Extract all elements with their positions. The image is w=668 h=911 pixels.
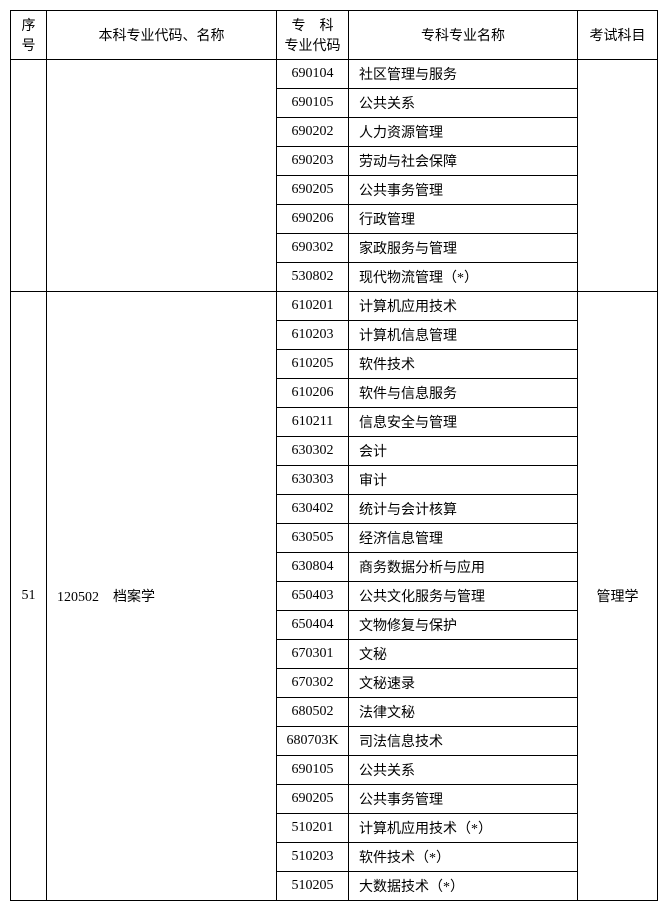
header-code-line1: 专 科 — [292, 19, 334, 34]
cell-code: 610205 — [277, 350, 349, 379]
header-code-line2: 专业代码 — [285, 39, 341, 54]
cell-code: 510203 — [277, 843, 349, 872]
cell-name: 文物修复与保护 — [349, 611, 578, 640]
header-code: 专 科 专业代码 — [277, 11, 349, 60]
cell-code: 610206 — [277, 379, 349, 408]
cell-code: 680502 — [277, 698, 349, 727]
cell-code: 630804 — [277, 553, 349, 582]
cell-code: 630402 — [277, 495, 349, 524]
header-major: 本科专业代码、名称 — [47, 11, 277, 60]
header-name: 专科专业名称 — [349, 11, 578, 60]
cell-major: 120502 档案学 — [47, 292, 277, 901]
cell-name: 家政服务与管理 — [349, 234, 578, 263]
cell-code: 670302 — [277, 669, 349, 698]
cell-code: 690203 — [277, 147, 349, 176]
cell-name: 公共文化服务与管理 — [349, 582, 578, 611]
cell-name: 公共事务管理 — [349, 176, 578, 205]
cell-code: 630303 — [277, 466, 349, 495]
table-body: 690104社区管理与服务690105公共关系690202人力资源管理69020… — [11, 60, 658, 901]
cell-code: 690206 — [277, 205, 349, 234]
cell-name: 文秘 — [349, 640, 578, 669]
cell-code: 690302 — [277, 234, 349, 263]
cell-name: 人力资源管理 — [349, 118, 578, 147]
cell-seq: 51 — [11, 292, 47, 901]
cell-code: 610203 — [277, 321, 349, 350]
cell-name: 现代物流管理（*） — [349, 263, 578, 292]
cell-code: 690202 — [277, 118, 349, 147]
cell-code: 650403 — [277, 582, 349, 611]
cell-name: 商务数据分析与应用 — [349, 553, 578, 582]
cell-name: 审计 — [349, 466, 578, 495]
cell-code: 690205 — [277, 785, 349, 814]
cell-name: 社区管理与服务 — [349, 60, 578, 89]
cell-code: 650404 — [277, 611, 349, 640]
cell-name: 软件技术 — [349, 350, 578, 379]
cell-code: 690205 — [277, 176, 349, 205]
cell-name: 大数据技术（*） — [349, 872, 578, 901]
cell-name: 统计与会计核算 — [349, 495, 578, 524]
cell-name: 公共事务管理 — [349, 785, 578, 814]
cell-name: 计算机信息管理 — [349, 321, 578, 350]
cell-name: 软件与信息服务 — [349, 379, 578, 408]
cell-seq — [11, 60, 47, 292]
cell-code: 530802 — [277, 263, 349, 292]
cell-name: 会计 — [349, 437, 578, 466]
cell-code: 690105 — [277, 756, 349, 785]
cell-code: 610211 — [277, 408, 349, 437]
cell-name: 软件技术（*） — [349, 843, 578, 872]
cell-name: 文秘速录 — [349, 669, 578, 698]
cell-name: 司法信息技术 — [349, 727, 578, 756]
cell-name: 公共关系 — [349, 756, 578, 785]
cell-name: 经济信息管理 — [349, 524, 578, 553]
cell-name: 计算机应用技术（*） — [349, 814, 578, 843]
cell-major — [47, 60, 277, 292]
cell-code: 670301 — [277, 640, 349, 669]
cell-name: 法律文秘 — [349, 698, 578, 727]
cell-name: 行政管理 — [349, 205, 578, 234]
cell-code: 630505 — [277, 524, 349, 553]
cell-code: 510201 — [277, 814, 349, 843]
cell-name: 劳动与社会保障 — [349, 147, 578, 176]
cell-code: 510205 — [277, 872, 349, 901]
cell-code: 690105 — [277, 89, 349, 118]
table-row: 690104社区管理与服务 — [11, 60, 658, 89]
cell-exam — [578, 60, 658, 292]
cell-name: 计算机应用技术 — [349, 292, 578, 321]
table-row: 51120502 档案学610201计算机应用技术管理学 — [11, 292, 658, 321]
cell-name: 公共关系 — [349, 89, 578, 118]
cell-code: 680703K — [277, 727, 349, 756]
header-seq: 序号 — [11, 11, 47, 60]
cell-name: 信息安全与管理 — [349, 408, 578, 437]
cell-exam: 管理学 — [578, 292, 658, 901]
majors-table: 序号 本科专业代码、名称 专 科 专业代码 专科专业名称 考试科目 690104… — [10, 10, 658, 901]
header-exam: 考试科目 — [578, 11, 658, 60]
cell-code: 630302 — [277, 437, 349, 466]
cell-code: 610201 — [277, 292, 349, 321]
cell-code: 690104 — [277, 60, 349, 89]
